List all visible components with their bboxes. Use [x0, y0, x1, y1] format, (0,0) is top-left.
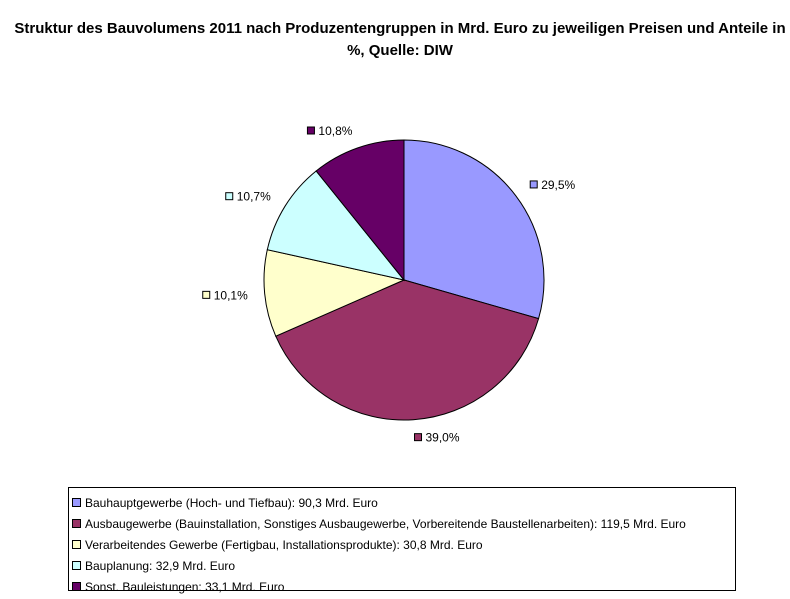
pie-label-text-0: 29,5% — [541, 178, 575, 192]
legend-swatch-0 — [72, 498, 81, 507]
legend-label-2: Verarbeitendes Gewerbe (Fertigbau, Insta… — [85, 537, 483, 552]
legend-swatch-1 — [72, 519, 81, 528]
pie-label-text-4: 10,8% — [318, 124, 352, 138]
pie-label-0: 29,5% — [529, 178, 576, 192]
legend-label-1: Ausbaugewerbe (Bauinstallation, Sonstige… — [85, 516, 686, 531]
pie-label-swatch-2 — [202, 290, 211, 299]
pie-label-swatch-0 — [529, 180, 538, 189]
legend-swatch-4 — [72, 582, 81, 591]
chart-legend: Bauhauptgewerbe (Hoch- und Tiefbau): 90,… — [68, 487, 736, 594]
legend-label-4: Sonst. Bauleistungen: 33,1 Mrd. Euro — [85, 579, 285, 594]
pie-data-labels: 29,5% 39,0% 10,1% 10,7% 10,8% — [202, 124, 576, 445]
legend-item-0: Bauhauptgewerbe (Hoch- und Tiefbau): 90,… — [72, 492, 732, 513]
legend-item-1: Ausbaugewerbe (Bauinstallation, Sonstige… — [72, 513, 732, 534]
pie-label-text-3: 10,7% — [237, 190, 271, 204]
legend-item-3: Bauplanung: 32,9 Mrd. Euro — [72, 555, 732, 576]
pie-label-2: 10,1% — [202, 288, 248, 302]
pie-label-swatch-3 — [225, 192, 234, 201]
pie-label-swatch-4 — [306, 126, 315, 135]
pie-slice-3 — [266, 170, 406, 281]
legend-label-3: Bauplanung: 32,9 Mrd. Euro — [85, 558, 236, 573]
chart-title: Struktur des Bauvolumens 2011 nach Produ… — [14, 20, 786, 59]
pie-slice-2 — [263, 249, 406, 337]
legend-item-4: Sonst. Bauleistungen: 33,1 Mrd. Euro — [72, 576, 732, 597]
pie-slice-4 — [315, 139, 405, 282]
pie-slice-0 — [403, 139, 545, 320]
pie-label-4: 10,8% — [306, 124, 353, 138]
legend-swatch-3 — [72, 561, 81, 570]
pie-label-swatch-1 — [414, 433, 423, 442]
legend-item-2: Verarbeitendes Gewerbe (Fertigbau, Insta… — [72, 534, 732, 555]
pie-label-1: 39,0% — [414, 431, 460, 445]
legend-swatch-2 — [72, 540, 81, 549]
legend-label-0: Bauhauptgewerbe (Hoch- und Tiefbau): 90,… — [85, 495, 378, 510]
pie-slices — [263, 139, 545, 421]
pie-label-3: 10,7% — [225, 190, 271, 204]
pie-label-text-1: 39,0% — [426, 431, 460, 445]
pie-label-text-2: 10,1% — [214, 288, 248, 302]
pie-slice-1 — [275, 279, 540, 421]
